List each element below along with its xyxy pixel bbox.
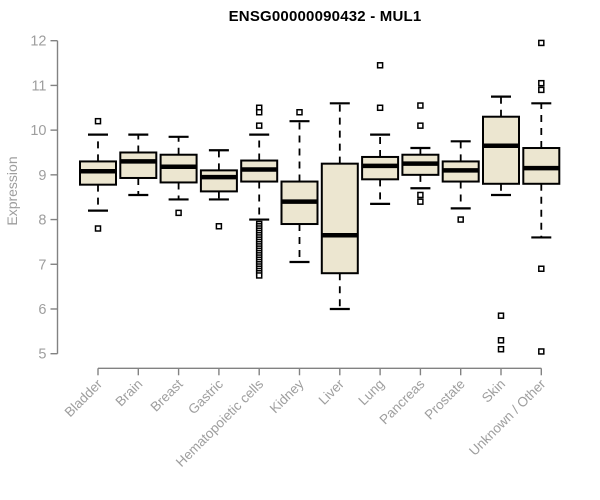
y-tick-label-12: 12 xyxy=(30,34,46,50)
outlier-lung-0 xyxy=(376,62,384,69)
outlier-skin-0 xyxy=(497,312,505,319)
y-tick-label-8: 8 xyxy=(38,213,46,229)
outlier-prostate-0 xyxy=(457,216,464,223)
x-label-liver: Liver xyxy=(316,376,348,408)
outlier-pancreas-3 xyxy=(417,198,424,205)
outlier-pancreas-0 xyxy=(417,102,424,109)
outlier-lung-1 xyxy=(376,104,384,112)
x-label-pancreas: Pancreas xyxy=(377,376,428,427)
chart-title: ENSG00000090432 - MUL1 xyxy=(228,8,422,25)
outlier-unknown-other-0 xyxy=(538,39,545,47)
box-liver xyxy=(320,162,359,275)
outlier-pancreas-1 xyxy=(417,122,424,129)
box-brain xyxy=(119,151,158,179)
x-label-unknown-other: Unknown / Other xyxy=(466,376,549,459)
y-tick-label-9: 9 xyxy=(38,168,46,184)
x-label-bladder: Bladder xyxy=(62,376,106,420)
outlier-gastric-0 xyxy=(215,223,223,230)
x-label-brain: Brain xyxy=(113,376,146,409)
y-tick-label-7: 7 xyxy=(38,257,46,273)
outlier-unknown-other-3 xyxy=(538,265,545,272)
x-label-lung: Lung xyxy=(355,376,387,408)
outlier-unknown-other-1 xyxy=(538,79,545,87)
y-tick-label-10: 10 xyxy=(30,123,46,139)
outlier-kidney-0 xyxy=(296,108,303,116)
outlier-hematopoietic-cells-2 xyxy=(255,122,263,129)
outlier-skin-2 xyxy=(497,345,505,353)
outlier-breast-0 xyxy=(175,209,182,217)
outlier-hematopoietic-cells-26 xyxy=(255,272,263,279)
box-skin xyxy=(482,115,520,185)
outlier-bladder-0 xyxy=(94,117,102,125)
outlier-pancreas-2 xyxy=(417,191,424,199)
x-label-kidney: Kidney xyxy=(267,376,307,416)
box-gastric xyxy=(199,169,238,193)
outlier-hematopoietic-cells-1 xyxy=(255,108,263,116)
x-label-breast: Breast xyxy=(148,376,186,414)
y-tick-label-11: 11 xyxy=(31,78,46,94)
outlier-unknown-other-2 xyxy=(538,86,545,94)
y-tick-label-6: 6 xyxy=(38,302,46,318)
y-tick-label-5: 5 xyxy=(38,347,46,363)
outlier-bladder-1 xyxy=(94,225,102,232)
outlier-skin-1 xyxy=(497,337,505,344)
outlier-unknown-other-4 xyxy=(538,348,545,355)
x-label-prostate: Prostate xyxy=(422,376,468,422)
x-label-skin: Skin xyxy=(479,376,508,405)
